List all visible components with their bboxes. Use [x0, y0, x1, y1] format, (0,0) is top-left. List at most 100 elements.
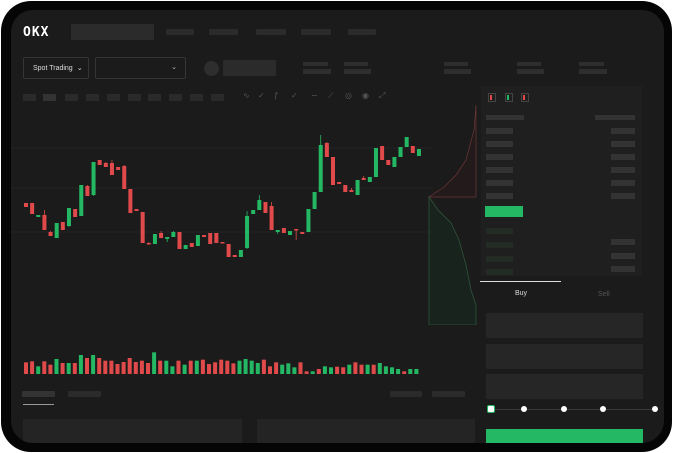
- line-type-icon[interactable]: ∿: [243, 91, 250, 100]
- tool-icon[interactable]: ⤢: [379, 91, 386, 100]
- market-type-label: Spot Trading: [33, 64, 73, 72]
- slider-track[interactable]: [490, 409, 657, 410]
- nav-item[interactable]: [209, 29, 238, 35]
- candle-body: [226, 244, 231, 257]
- interval-button[interactable]: [23, 94, 36, 101]
- volume-bar: [225, 360, 230, 374]
- volume-bar: [66, 363, 71, 374]
- depth-bids: [428, 195, 477, 325]
- bid-price[interactable]: [486, 269, 513, 275]
- candle-body: [54, 223, 59, 238]
- orderbook-bids-icon[interactable]: [505, 93, 513, 102]
- candle-body: [128, 189, 133, 213]
- interval-icon[interactable]: ✓: [258, 91, 265, 100]
- book-header-price: [486, 115, 524, 120]
- price-input[interactable]: [486, 313, 643, 338]
- candle-body: [66, 208, 71, 226]
- interval-button[interactable]: [190, 94, 203, 101]
- slider-stop[interactable]: [561, 406, 567, 412]
- fullscreen-icon[interactable]: ◉: [362, 91, 369, 100]
- ruler-icon[interactable]: ∼: [311, 91, 318, 100]
- market-type-dropdown[interactable]: Spot Trading ⌄: [23, 57, 89, 79]
- volume-bar: [280, 364, 285, 374]
- buy-tab[interactable]: Buy: [515, 290, 528, 297]
- draw-icon[interactable]: ✓: [291, 91, 298, 100]
- ask-amount: [611, 128, 635, 134]
- bottom-action[interactable]: [390, 391, 422, 397]
- interval-button[interactable]: [169, 94, 182, 101]
- stat-value: [444, 69, 471, 74]
- candle-body: [159, 233, 164, 238]
- ask-amount: [611, 193, 635, 199]
- volume-bar: [335, 366, 340, 374]
- interval-button[interactable]: [211, 94, 224, 101]
- buy-button[interactable]: [486, 429, 643, 443]
- bottom-tab-orders[interactable]: [22, 391, 55, 397]
- volume-bar: [255, 363, 260, 374]
- stat-value: [344, 69, 371, 74]
- candle-body: [220, 242, 225, 244]
- volume-bar: [176, 360, 181, 374]
- candle-body: [300, 232, 305, 234]
- nav-item[interactable]: [301, 29, 331, 35]
- volume-bar: [396, 369, 401, 374]
- candle-body: [85, 186, 90, 196]
- interval-button[interactable]: [107, 94, 120, 101]
- volume-bar: [188, 360, 193, 374]
- interval-button[interactable]: [65, 94, 78, 101]
- slider-handle[interactable]: [487, 405, 495, 413]
- candlestick-chart[interactable]: [11, 105, 431, 375]
- slider-stop[interactable]: [600, 406, 606, 412]
- volume-bar: [274, 362, 279, 374]
- okx-logo[interactable]: OKX: [23, 25, 50, 40]
- camera-icon[interactable]: ⟋: [328, 91, 334, 100]
- assets-panel: [257, 419, 475, 443]
- bid-price[interactable]: [486, 256, 513, 262]
- nav-item[interactable]: [256, 29, 286, 35]
- ask-price[interactable]: [486, 193, 513, 199]
- ask-price[interactable]: [486, 141, 513, 147]
- bid-price[interactable]: [486, 242, 513, 248]
- nav-item[interactable]: [166, 29, 194, 35]
- indicator-icon[interactable]: ƒ: [274, 91, 279, 100]
- slider-stop[interactable]: [521, 406, 527, 412]
- orderbook-asks-icon[interactable]: [521, 93, 529, 102]
- candle-body: [152, 234, 157, 244]
- interval-button[interactable]: [86, 94, 99, 101]
- ask-price[interactable]: [486, 167, 513, 173]
- candle-body: [24, 203, 28, 207]
- ask-price[interactable]: [486, 128, 513, 134]
- orderbook-both-icon[interactable]: [488, 93, 496, 102]
- amount-input[interactable]: [486, 344, 643, 369]
- volume-bar: [213, 362, 218, 374]
- volume-bar: [85, 358, 89, 374]
- search-input[interactable]: [71, 24, 154, 40]
- nav-item[interactable]: [348, 29, 376, 35]
- volume-bar: [36, 366, 41, 374]
- candle-body: [373, 148, 378, 177]
- ask-price[interactable]: [486, 180, 513, 186]
- volume-bar: [133, 362, 138, 374]
- interval-button[interactable]: [128, 94, 141, 101]
- volume-bar: [359, 364, 364, 374]
- interval-button[interactable]: [43, 94, 56, 101]
- sell-tab[interactable]: Sell: [598, 291, 610, 298]
- ask-price[interactable]: [486, 154, 513, 160]
- volume-bar: [347, 364, 352, 374]
- volume-bar: [365, 364, 370, 374]
- total-input[interactable]: [486, 374, 643, 399]
- volume-bar: [200, 359, 205, 374]
- bid-price[interactable]: [486, 228, 513, 234]
- volume-bar: [237, 360, 242, 374]
- candle-body: [116, 167, 121, 170]
- slider-stop[interactable]: [652, 406, 658, 412]
- stat-label: [303, 62, 329, 66]
- candle-body: [416, 149, 421, 156]
- candle-body: [97, 160, 102, 165]
- bottom-tab-history[interactable]: [68, 391, 101, 397]
- pair-dropdown[interactable]: ⌄: [95, 57, 186, 79]
- candle-body: [281, 228, 286, 233]
- bottom-action[interactable]: [432, 391, 465, 397]
- settings-icon[interactable]: ◎: [345, 91, 352, 100]
- interval-button[interactable]: [148, 94, 161, 101]
